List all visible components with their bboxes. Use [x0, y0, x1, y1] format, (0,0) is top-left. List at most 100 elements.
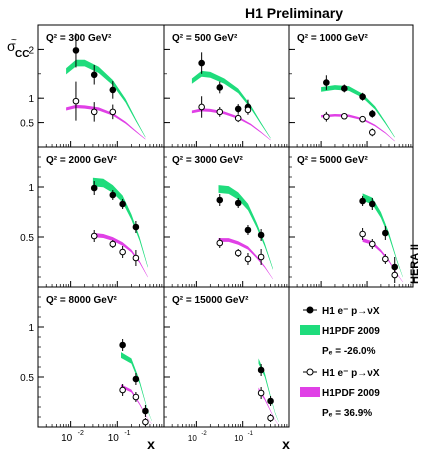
band-pos-pol: [362, 238, 403, 283]
data-point-filled: [368, 200, 376, 208]
legend-label: H1PDF 2009: [322, 388, 380, 399]
legend-label: H1 e⁻ p→νX: [322, 368, 380, 379]
panel-q2-label: Q² = 3000 GeV²: [172, 155, 244, 166]
x-axis-title-left: x: [147, 436, 155, 452]
data-point-open: [234, 114, 242, 122]
panel: 0.5 1 Q² = 2000 GeV²: [20, 146, 165, 288]
y-axis-title-tilde: ~: [11, 35, 17, 46]
data-point-filled: [119, 200, 126, 208]
y-axis-title-subscript: CC: [15, 49, 29, 60]
data-point-filled: [359, 197, 366, 205]
data-point-open: [109, 108, 117, 116]
y-tick-label: 1: [28, 323, 34, 334]
panel: Q² = 500 GeV²: [163, 24, 290, 148]
panel-q2-label: Q² = 300 GeV²: [46, 33, 112, 44]
legend-swatch: [300, 387, 320, 397]
data-point-filled: [132, 375, 140, 383]
data-point-filled: [132, 223, 140, 231]
panel: 0.5 1 2 Q² = 300 GeV²: [20, 24, 165, 148]
data-point-filled: [368, 110, 376, 118]
band-pos-pol: [191, 108, 271, 141]
data-point-filled: [109, 86, 117, 94]
data-point-open: [72, 97, 80, 105]
legend-label: H1 e⁻ p→νX: [322, 306, 380, 317]
data-point-filled: [234, 199, 242, 207]
data-point-open: [257, 253, 265, 261]
y-tick-label: 1: [28, 94, 34, 105]
y-tick-label: 0.5: [20, 119, 34, 130]
band-pos-pol: [92, 232, 148, 278]
panel: 0.5 1 Q² = 8000 GeV² 10 -2 10 -1: [20, 286, 165, 444]
data-point-open: [359, 230, 366, 238]
x-tick-label: 10: [234, 434, 243, 443]
band-pos-pol: [321, 114, 395, 142]
data-point-open: [198, 103, 205, 111]
panel-q2-label: Q² = 2000 GeV²: [46, 155, 118, 166]
panel-q2-label: Q² = 8000 GeV²: [46, 295, 118, 306]
data-point-open: [90, 232, 98, 240]
data-point-open: [323, 113, 330, 121]
x-tick-label: 10: [108, 433, 120, 444]
y-tick-label: 0.5: [20, 373, 34, 384]
legend-marker-filled: [306, 306, 314, 314]
data-point-filled: [257, 366, 265, 374]
data-point-open: [90, 108, 98, 116]
data-point-filled: [142, 407, 149, 415]
x-tick-label: 10: [61, 433, 73, 444]
data-point-filled: [257, 231, 265, 239]
legend-label: H1PDF 2009: [322, 326, 380, 337]
side-label: HERA II: [409, 244, 421, 284]
data-point-open: [244, 106, 252, 114]
data-point-open: [359, 115, 366, 123]
data-point-filled: [198, 59, 205, 67]
data-point-open: [132, 254, 140, 262]
data-point-open: [382, 255, 389, 263]
band-pos-pol: [258, 387, 279, 426]
data-point-open: [391, 271, 399, 279]
panel-q2-label: Q² = 1000 GeV²: [297, 33, 369, 44]
legend-marker-open: [306, 368, 314, 376]
band-neg-pol: [258, 358, 279, 423]
band-pos-pol: [66, 104, 146, 140]
x-tick-label-exp: -2: [78, 430, 84, 437]
data-point-filled: [244, 226, 252, 234]
data-point-open: [119, 248, 126, 256]
data-point-filled: [341, 85, 348, 92]
data-point-open: [216, 108, 224, 116]
y-tick-label: 2: [28, 45, 34, 56]
data-point-open: [244, 255, 252, 263]
panel-frame: [37, 146, 165, 288]
band-neg-pol: [218, 185, 273, 270]
data-point-filled: [216, 196, 224, 204]
data-point-open: [109, 240, 117, 248]
panel-q2-label: Q² = 500 GeV²: [172, 33, 238, 44]
x-tick-label-exp: -1: [248, 431, 254, 437]
data-point-open: [234, 249, 242, 257]
panel-grid: 0.5 1 2 Q² = 300 GeV² Q² = 500 GeV² Q² = 1000…: [20, 24, 414, 444]
data-point-open: [142, 418, 149, 426]
data-point-filled: [119, 341, 126, 349]
x-axis-title-right: x: [282, 436, 290, 452]
data-point-filled: [90, 184, 98, 192]
data-point-open: [368, 240, 376, 248]
data-point-filled: [323, 79, 330, 86]
band-neg-pol: [66, 59, 146, 138]
legend: H1 e⁻ p→νX H1PDF 2009 Pₑ = -26.0% H1 e⁻ p→ν…: [300, 306, 380, 419]
data-point-filled: [90, 71, 98, 79]
data-point-open: [257, 389, 265, 397]
data-point-open: [368, 129, 376, 136]
x-tick-label-exp: -1: [124, 430, 130, 437]
panel-frame: [163, 146, 290, 288]
x-tick-label: 10: [188, 434, 197, 443]
panel-q2-label: Q² = 15000 GeV²: [172, 295, 249, 306]
data-point-open: [267, 414, 274, 422]
band-neg-pol: [121, 352, 152, 422]
figure-title: H1 Preliminary: [245, 5, 343, 21]
legend-label: Pₑ = -26.0%: [322, 346, 376, 357]
data-point-filled: [267, 397, 274, 405]
data-point-open: [132, 393, 140, 401]
data-point-open: [341, 112, 348, 120]
panel-q2-label: Q² = 5000 GeV²: [297, 155, 369, 166]
data-point-filled: [216, 84, 224, 91]
x-tick-label-exp: -2: [201, 431, 207, 437]
